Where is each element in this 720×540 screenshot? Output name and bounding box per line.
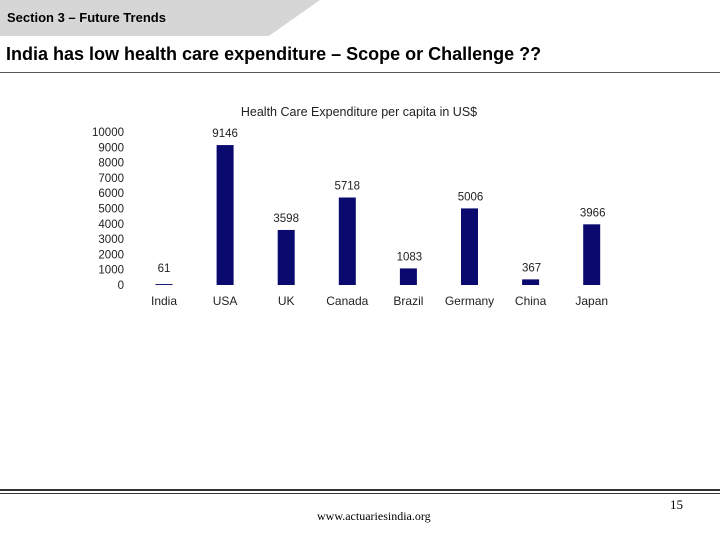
y-tick-label: 6000 xyxy=(98,188,124,200)
value-label: 5006 xyxy=(458,191,484,203)
y-tick-label: 9000 xyxy=(98,142,124,154)
bar-canada xyxy=(338,197,356,285)
x-tick-label: China xyxy=(515,294,547,308)
section-label: Section 3 – Future Trends xyxy=(7,10,166,25)
bar-japan xyxy=(583,224,601,285)
footer-divider-thin xyxy=(0,493,720,494)
page-number: 15 xyxy=(670,497,683,512)
y-tick-label: 0 xyxy=(118,280,124,292)
footer-url: www.actuariesindia.org xyxy=(317,509,431,523)
value-label: 367 xyxy=(522,262,541,274)
y-tick-label: 3000 xyxy=(98,234,124,246)
y-tick-label: 7000 xyxy=(98,173,124,185)
footer-divider xyxy=(0,489,720,491)
value-labels: 61 9146 3598 5718 1083 5006 367 3966 xyxy=(158,128,606,275)
bar-brazil xyxy=(399,268,417,285)
value-label: 5718 xyxy=(335,181,361,193)
section-tab xyxy=(0,0,320,36)
title-divider xyxy=(0,72,720,73)
y-tick-label: 2000 xyxy=(98,249,124,261)
y-axis-ticks: 0 1000 2000 3000 4000 5000 6000 7000 8000 9000 100… xyxy=(92,127,124,292)
bars xyxy=(155,145,601,285)
y-tick-label: 10000 xyxy=(92,127,124,139)
y-tick-label: 8000 xyxy=(98,158,124,170)
value-label: 61 xyxy=(158,263,171,275)
y-tick-label: 5000 xyxy=(98,204,124,216)
value-label: 3966 xyxy=(580,207,606,219)
x-tick-label: Japan xyxy=(575,294,608,308)
value-label: 3598 xyxy=(273,213,299,225)
bar-china xyxy=(522,279,540,285)
x-tick-label: UK xyxy=(278,294,295,308)
value-label: 9146 xyxy=(212,128,238,140)
bar-uk xyxy=(277,229,295,285)
x-tick-label: India xyxy=(151,294,177,308)
y-tick-label: 4000 xyxy=(98,219,124,231)
y-tick-label: 1000 xyxy=(98,265,124,277)
x-tick-label: USA xyxy=(213,294,238,308)
bar-germany xyxy=(461,208,478,285)
bar-chart: Health Care Expenditure per capita in US… xyxy=(92,105,608,308)
chart-title: Health Care Expenditure per capita in US… xyxy=(241,105,477,119)
x-axis-labels: India USA UK Canada Brazil Germany China Japan xyxy=(151,294,608,308)
x-tick-label: Canada xyxy=(326,294,368,308)
value-label: 1083 xyxy=(397,251,423,263)
x-tick-label: Germany xyxy=(445,294,494,308)
slide-title: India has low health care expenditure – … xyxy=(6,44,542,64)
bar-usa xyxy=(216,145,234,285)
bar-india xyxy=(155,284,173,285)
x-tick-label: Brazil xyxy=(393,294,423,308)
